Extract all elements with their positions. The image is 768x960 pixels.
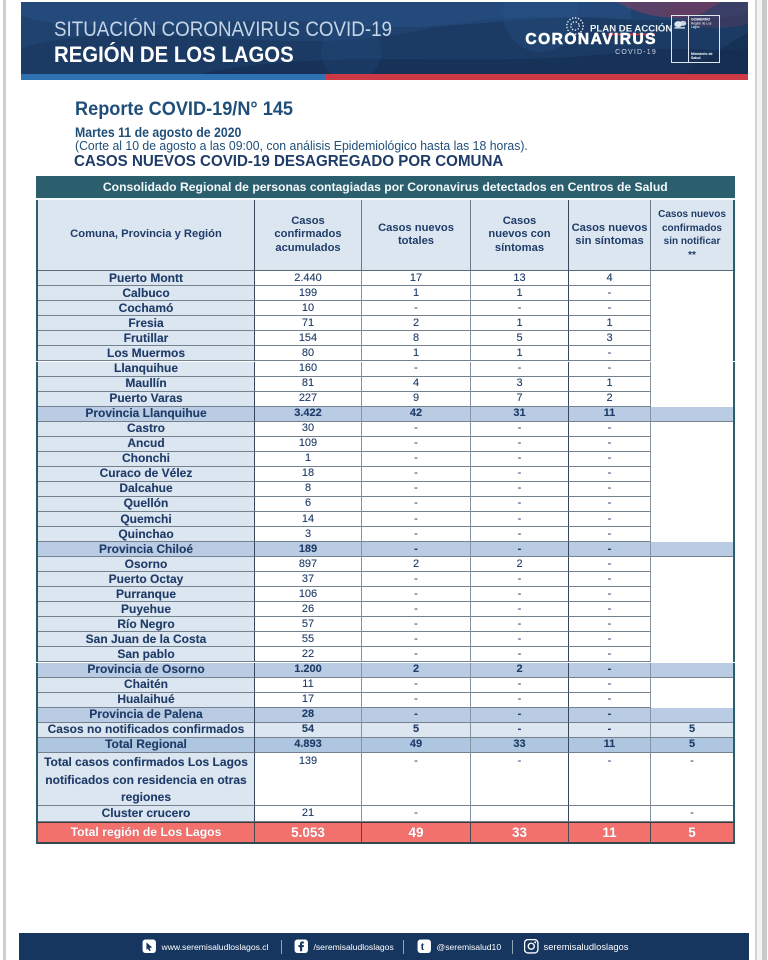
svg-text:PLAN DE ACCIÓN: PLAN DE ACCIÓN [590, 23, 672, 35]
svg-text:t: t [421, 941, 425, 953]
